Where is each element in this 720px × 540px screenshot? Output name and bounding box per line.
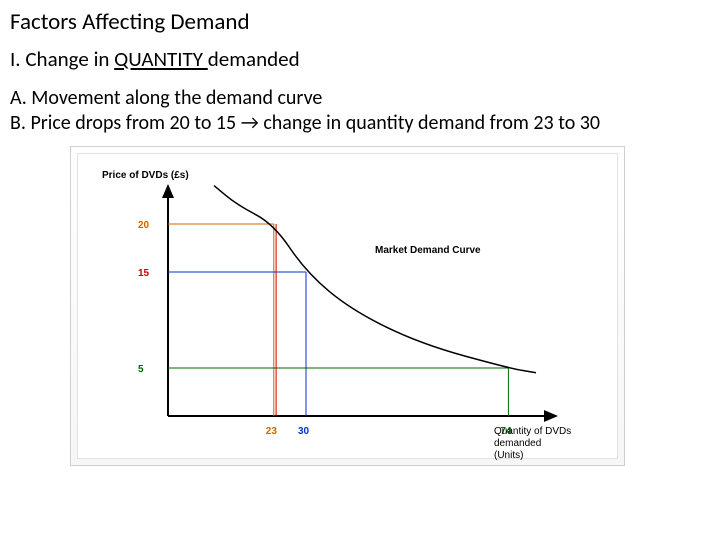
y-tick-label: 20 xyxy=(138,220,150,231)
section-emph: QUANTITY xyxy=(114,46,208,72)
section-prefix: I. Change in xyxy=(10,46,114,72)
y-axis-title: Price of DVDs (£s) xyxy=(102,170,189,181)
point-b: B. Price drops from 20 to 15 → change in… xyxy=(10,111,600,135)
y-tick-label: 5 xyxy=(138,364,144,375)
x-axis-title-3: (Units) xyxy=(494,450,523,460)
page-title: Factors Affecting Demand xyxy=(10,8,710,36)
demand-chart: Price of DVDs (£s)20155233074Market Dema… xyxy=(70,146,625,466)
body-text: A. Movement along the demand curve B. Pr… xyxy=(10,86,710,136)
x-axis-title: Quantity of DVDs xyxy=(494,426,571,437)
section-suffix: demanded xyxy=(208,46,300,72)
chart-svg: Price of DVDs (£s)20155233074Market Dema… xyxy=(78,154,619,460)
x-axis-title-2: demanded xyxy=(494,438,541,449)
point-a: A. Movement along the demand curve xyxy=(10,86,322,110)
demand-curve xyxy=(214,186,536,373)
y-tick-label: 15 xyxy=(138,268,150,279)
curve-label: Market Demand Curve xyxy=(375,245,481,256)
x-tick-label: 30 xyxy=(298,426,310,437)
section-heading: I. Change in QUANTITY demanded xyxy=(10,46,710,72)
x-tick-label: 23 xyxy=(266,426,278,437)
